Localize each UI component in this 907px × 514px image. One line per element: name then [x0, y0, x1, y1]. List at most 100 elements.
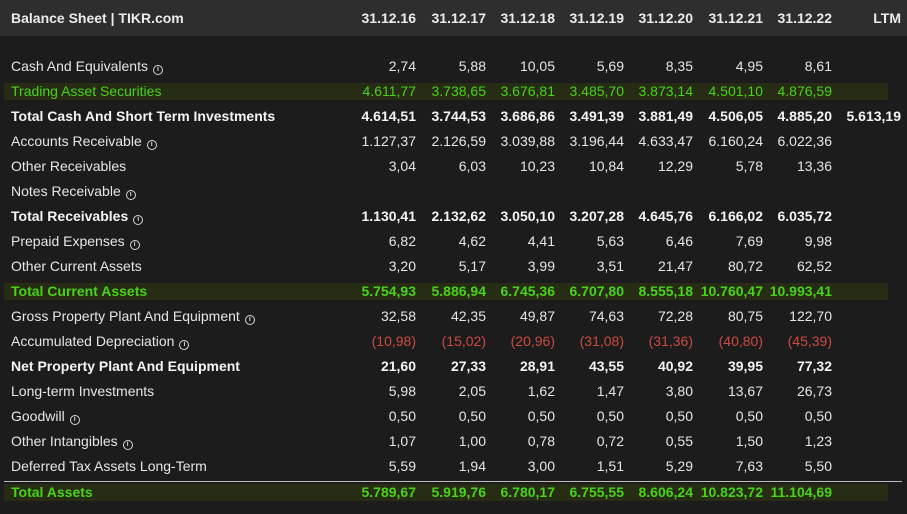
value-cell: 4.885,20	[777, 108, 833, 124]
column-header-year[interactable]: 31.12.21	[708, 10, 764, 26]
table-row[interactable]: Gross Property Plant And Equipment i 32,58…	[0, 304, 907, 329]
value-cell: 2,74	[388, 58, 416, 74]
info-circle-icon[interactable]: i	[152, 65, 163, 75]
row-label-text: Long-term Investments	[11, 383, 155, 399]
row-label-text: Notes Receivable	[11, 183, 121, 199]
info-circle-icon[interactable]: i	[146, 140, 157, 150]
table-row[interactable]: Accounts Receivable i 1.127,37 2.126,59 3.03…	[0, 129, 907, 154]
value-cell: 5,17	[458, 258, 486, 274]
value-cell: 1.130,41	[361, 208, 417, 224]
value-cell: 28,91	[519, 358, 555, 374]
info-circle-icon[interactable]: i	[244, 315, 255, 325]
value-cell: (45,39)	[787, 333, 832, 349]
value-cell: 2.132,62	[431, 208, 487, 224]
column-header-year[interactable]: 31.12.19	[569, 10, 625, 26]
value-cell: 0,50	[388, 408, 416, 424]
value-cell: 3.039,88	[500, 133, 556, 149]
value-cell: 4,41	[527, 233, 555, 249]
table-row[interactable]: Total Current Assets 5.754,93 5.886,94 6.74…	[0, 279, 907, 304]
row-label-text: Other Receivables	[11, 158, 127, 174]
table-row[interactable]: Total Receivables i 1.130,41 2.132,62 3.050,…	[0, 204, 907, 229]
row-label: Total Assets	[11, 480, 93, 505]
value-cell: 0,50	[804, 408, 832, 424]
row-label: Prepaid Expenses i	[11, 229, 140, 254]
value-cell: 1,23	[804, 433, 832, 449]
column-header-year[interactable]: 31.12.16	[361, 10, 417, 26]
info-circle-icon[interactable]: i	[179, 340, 190, 350]
value-cell: 3.196,44	[569, 133, 625, 149]
value-cell: 0,50	[527, 408, 555, 424]
value-cell: 0,72	[596, 433, 624, 449]
value-cell: 5,88	[458, 58, 486, 74]
table-row[interactable]: Other Current Assets 3,20 5,17 3,99 3,51 21,4…	[0, 254, 907, 279]
info-circle-icon[interactable]: i	[133, 215, 144, 225]
table-row[interactable]: Other Intangibles i 1,07 1,00 0,78 0,72 0,55 1,…	[0, 429, 907, 454]
value-cell: 32,58	[380, 308, 416, 324]
table-row[interactable]: Prepaid Expenses i 6,82 4,62 4,41 5,63 6,46 7,6…	[0, 229, 907, 254]
value-cell: 1.127,37	[361, 133, 417, 149]
value-cell: 43,55	[588, 358, 624, 374]
value-cell: 3,80	[665, 383, 693, 399]
row-label: Other Intangibles i	[11, 429, 133, 454]
value-cell: 80,72	[727, 258, 763, 274]
value-cell: 6.745,36	[500, 283, 556, 299]
column-header-year[interactable]: 31.12.17	[431, 10, 487, 26]
column-header-ltm[interactable]: LTM	[873, 10, 901, 26]
table-row[interactable]: Deferred Tax Assets Long-Term 5,59 1,94 3,0…	[0, 454, 907, 479]
value-cell: 1,00	[458, 433, 486, 449]
row-label-text: Trading Asset Securities	[11, 83, 162, 99]
value-cell: 5,63	[596, 233, 624, 249]
value-cell: 5,29	[665, 458, 693, 474]
row-label-text: Other Current Assets	[11, 258, 142, 274]
table-row[interactable]: Net Property Plant And Equipment 21,60 27,…	[0, 354, 907, 379]
value-cell: 3.050,10	[500, 208, 556, 224]
info-circle-icon[interactable]: i	[69, 415, 80, 425]
value-cell: 3,51	[596, 258, 624, 274]
row-label: Total Receivables i	[11, 204, 144, 229]
table-row[interactable]: Trading Asset Securities 4.611,77 3.738,65…	[0, 79, 907, 104]
table-row[interactable]: Accumulated Depreciation i (10,98) (15,02) (…	[0, 329, 907, 354]
value-cell: 5,98	[388, 383, 416, 399]
row-label: Notes Receivable i	[11, 179, 136, 204]
table-row[interactable]: Other Receivables 3,04 6,03 10,23 10,84 12,29…	[0, 154, 907, 179]
value-cell: 13,36	[796, 158, 832, 174]
table-row[interactable]: Cash And Equivalents i 2,74 5,88 10,05 5,69 8,…	[0, 54, 907, 79]
row-label: Deferred Tax Assets Long-Term	[11, 454, 207, 479]
value-cell: 27,33	[450, 358, 486, 374]
value-cell: 6,03	[458, 158, 486, 174]
value-cell: 5.919,76	[431, 484, 487, 500]
info-circle-icon[interactable]: i	[125, 190, 136, 200]
value-cell: 6.755,55	[569, 484, 625, 500]
row-label: Total Cash And Short Term Investments	[11, 104, 275, 129]
value-cell: 5,78	[735, 158, 763, 174]
row-highlight	[4, 83, 888, 100]
value-cell: 12,29	[657, 158, 693, 174]
value-cell: 6.166,02	[708, 208, 764, 224]
value-cell: 5.754,93	[361, 283, 417, 299]
row-highlight	[4, 484, 888, 501]
row-label-text: Deferred Tax Assets Long-Term	[11, 458, 207, 474]
value-cell: 7,63	[735, 458, 763, 474]
value-cell: 77,32	[796, 358, 832, 374]
info-circle-icon[interactable]: i	[129, 240, 140, 250]
table-row[interactable]: Notes Receivable i	[0, 179, 907, 204]
value-cell: 6,46	[665, 233, 693, 249]
value-cell: 4.614,51	[361, 108, 417, 124]
value-cell: 42,35	[450, 308, 486, 324]
table-row[interactable]: Total Cash And Short Term Investments 4.6…	[0, 104, 907, 129]
value-cell: 0,50	[665, 408, 693, 424]
column-header-year[interactable]: 31.12.20	[638, 10, 694, 26]
value-cell: 1,94	[458, 458, 486, 474]
table-row[interactable]: Long-term Investments 5,98 2,05 1,62 1,47 3,8…	[0, 379, 907, 404]
row-label: Goodwill i	[11, 404, 80, 429]
value-cell: 1,07	[388, 433, 416, 449]
value-cell: 72,28	[657, 308, 693, 324]
table-title: Balance Sheet | TIKR.com	[11, 10, 184, 26]
column-header-year[interactable]: 31.12.18	[500, 10, 556, 26]
info-circle-icon[interactable]: i	[122, 440, 133, 450]
column-header-year[interactable]: 31.12.22	[777, 10, 833, 26]
row-label: Cash And Equivalents i	[11, 54, 163, 79]
table-row[interactable]: Goodwill i 0,50 0,50 0,50 0,50 0,50 0,50 0,50	[0, 404, 907, 429]
value-cell: 49,87	[519, 308, 555, 324]
table-row[interactable]: Total Assets 5.789,67 5.919,76 6.780,17 6.75…	[0, 480, 907, 505]
